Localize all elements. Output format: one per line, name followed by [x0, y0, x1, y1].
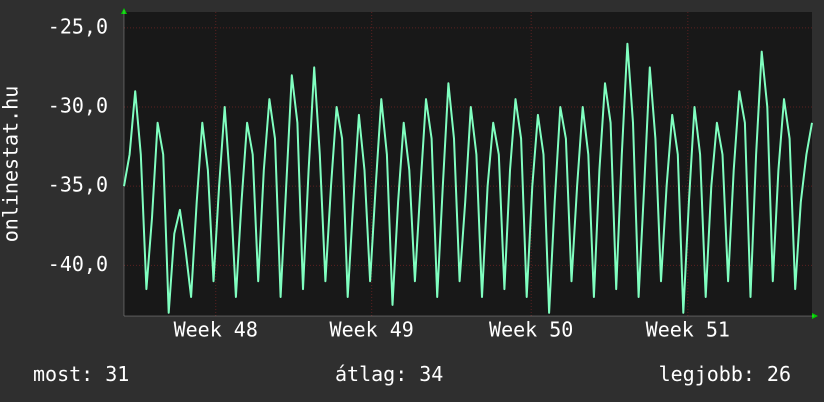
footer-label: átlag: [335, 362, 408, 386]
x-tick-label: Week 48 [174, 318, 258, 342]
y-axis-label: onlinestat.hu [0, 86, 23, 243]
x-tick-label: Week 51 [646, 318, 730, 342]
y-tick-label: -40,0 [48, 252, 108, 276]
footer-item: legjobb: 26 [659, 362, 791, 386]
x-tick-label: Week 49 [330, 318, 414, 342]
x-tick-label: Week 50 [489, 318, 573, 342]
footer-label: legjobb: [658, 362, 755, 386]
footer-item: átlag: 34 [335, 362, 443, 386]
axis-arrow [812, 313, 818, 319]
footer-value: 31 [105, 362, 130, 386]
axis-arrow [121, 8, 127, 14]
footer-value: 26 [766, 362, 791, 386]
footer-label: most: [33, 362, 94, 386]
y-tick-label: -30,0 [48, 94, 108, 118]
y-tick-label: -25,0 [48, 14, 108, 38]
data-line [123, 42, 813, 314]
footer-value: 34 [419, 362, 444, 386]
footer-item: most: 31 [33, 362, 129, 386]
y-tick-label: -35,0 [48, 173, 108, 197]
